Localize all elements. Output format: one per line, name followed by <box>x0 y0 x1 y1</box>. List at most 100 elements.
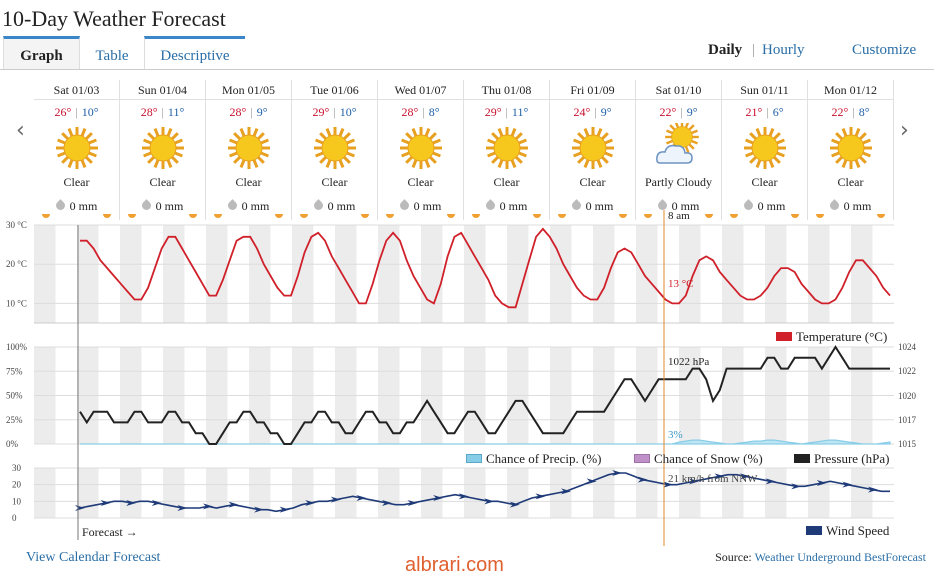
day-column[interactable]: Mon 01/05 28° | 9° Clear 0 mm <box>206 80 292 220</box>
day-date: Sun 01/04 <box>120 80 205 100</box>
night-band <box>593 468 615 518</box>
pressure-line <box>79 345 890 445</box>
day-temps: 21° | 6° <box>722 105 807 121</box>
day-precip: 0 mm <box>636 199 721 214</box>
wind-cursor-label: 21 km/h from NNW <box>668 473 758 485</box>
temp-divider: | <box>422 105 425 119</box>
sunrise-icon <box>816 214 824 218</box>
sun-arc <box>636 212 721 220</box>
day-condition: Partly Cloudy <box>644 175 712 189</box>
view-calendar-link[interactable]: View Calendar Forecast <box>26 550 161 565</box>
wind-arrow-icon <box>330 496 341 503</box>
partly-cloudy-icon <box>654 120 704 173</box>
night-band <box>550 225 572 323</box>
tab-table[interactable]: Table <box>95 48 129 64</box>
tab-descriptive[interactable]: Descriptive <box>144 36 245 69</box>
temperature-line <box>80 227 891 309</box>
night-band <box>34 468 56 518</box>
night-band <box>292 225 314 323</box>
day-precip: 0 mm <box>722 199 807 214</box>
day-column[interactable]: Tue 01/06 29° | 10° Clear 0 mm <box>292 80 378 220</box>
source-label: Source: <box>715 550 752 564</box>
sun-icon <box>138 123 188 173</box>
sunrise-icon <box>730 214 738 218</box>
y-tick-label: 20 <box>12 480 22 490</box>
legend-label-snow: Chance of Snow (%) <box>654 451 763 466</box>
toggle-separator: | <box>752 42 756 58</box>
wind-arrow-icon <box>433 495 444 501</box>
day-column[interactable]: Sun 01/11 21° | 6° Clear 0 mm <box>722 80 808 220</box>
day-column[interactable]: Sat 01/10 22° | 9° Partly Cloudy 0 mm <box>636 80 722 220</box>
wind-arrow-icon <box>228 501 239 508</box>
day-low: 11° <box>511 105 529 119</box>
hourly-toggle[interactable]: Hourly <box>762 42 805 58</box>
chevron-left-icon[interactable]: ‹ <box>16 118 25 143</box>
day-column[interactable]: Mon 01/12 22° | 8° Clear 0 mm <box>808 80 894 220</box>
sun-icon <box>224 123 274 173</box>
day-high: 26° <box>54 105 72 119</box>
sunrise-icon <box>42 214 50 218</box>
sunrise-icon <box>644 214 652 218</box>
day-column[interactable]: Wed 01/07 28° | 8° Clear 0 mm <box>378 80 464 220</box>
page-title: 10-Day Weather Forecast <box>2 6 226 31</box>
legend-swatch-temperature <box>776 332 792 341</box>
day-high: 28° <box>229 105 247 119</box>
wind-arrow-icon <box>561 488 571 495</box>
temp-divider: | <box>333 105 336 119</box>
wind-arrow-icon <box>279 506 290 513</box>
sun-icon <box>740 123 790 173</box>
day-low: 9° <box>256 105 268 119</box>
wind-arrow-icon <box>177 505 188 511</box>
day-date: Tue 01/06 <box>292 80 377 100</box>
sunset-icon <box>447 214 455 218</box>
day-high: 28° <box>401 105 419 119</box>
tab-graph[interactable]: Graph <box>3 36 80 69</box>
day-column[interactable]: Sun 01/04 28° | 11° Clear 0 mm <box>120 80 206 220</box>
y-tick-label: 20 °C <box>6 259 27 269</box>
night-band <box>421 225 443 323</box>
wind-arrow-icon <box>612 470 623 476</box>
sun-icon <box>568 123 618 173</box>
day-column[interactable]: Thu 01/08 29° | 11° Clear 0 mm <box>464 80 550 220</box>
night-band <box>464 225 486 323</box>
wind-line <box>79 472 890 513</box>
night-band <box>120 468 142 518</box>
day-temps: 29° | 10° <box>292 105 377 121</box>
day-high: 21° <box>745 105 763 119</box>
temp-divider: | <box>594 105 597 119</box>
wind-arrow-icon <box>765 478 776 485</box>
y-tick-label-left: 75% <box>6 366 23 376</box>
sunrise-icon <box>214 214 222 218</box>
legend-swatch-snow <box>634 454 650 463</box>
day-column[interactable]: Sat 01/03 26° | 10° Clear 0 mm <box>34 80 120 220</box>
day-date: Sat 01/10 <box>636 80 721 100</box>
sun-arc <box>378 212 463 220</box>
day-precip: 0 mm <box>808 199 893 214</box>
night-band <box>507 468 529 518</box>
day-date: Thu 01/08 <box>464 80 549 100</box>
day-high: 22° <box>831 105 849 119</box>
daily-toggle[interactable]: Daily <box>708 42 743 58</box>
night-band <box>335 225 357 323</box>
legend-label-wind: Wind Speed <box>826 523 890 538</box>
legend-swatch-precip <box>466 454 482 463</box>
day-date: Sun 01/11 <box>722 80 807 100</box>
wind-arrow-icon <box>842 481 853 488</box>
day-date: Wed 01/07 <box>378 80 463 100</box>
chevron-right-icon[interactable]: › <box>900 118 909 143</box>
night-band <box>507 225 529 323</box>
night-band <box>120 225 142 323</box>
day-column[interactable]: Fri 01/09 24° | 9° Clear 0 mm <box>550 80 636 220</box>
customize-link[interactable]: Customize <box>852 42 917 58</box>
y-tick-label: 10 <box>12 496 22 506</box>
source-link[interactable]: Weather Underground BestForecast <box>754 550 926 564</box>
day-condition: Clear <box>235 175 262 189</box>
wind-arrow-icon <box>740 473 751 480</box>
y-tick-label-right: 1020 <box>898 391 917 401</box>
day-temps: 26° | 10° <box>34 105 119 121</box>
sunrise-icon <box>558 214 566 218</box>
sun-arc <box>292 212 377 220</box>
night-band <box>851 225 873 323</box>
day-condition: Clear <box>837 175 864 189</box>
night-band <box>464 468 486 518</box>
